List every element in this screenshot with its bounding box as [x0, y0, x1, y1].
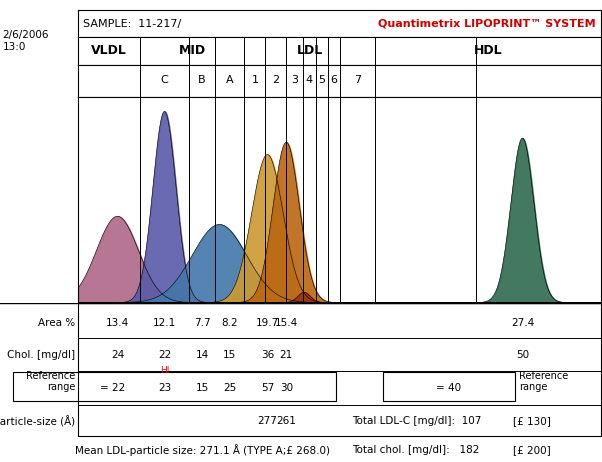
Text: 24: 24 — [111, 350, 124, 360]
Text: 50: 50 — [516, 350, 529, 360]
Text: Reference
range: Reference range — [26, 371, 75, 392]
Text: 22: 22 — [158, 350, 171, 360]
Text: 261: 261 — [276, 416, 296, 426]
Text: 12.1: 12.1 — [153, 318, 176, 328]
Text: 5: 5 — [318, 75, 325, 85]
Text: 25: 25 — [223, 383, 237, 393]
Bar — [13, 372, 336, 401]
Text: 1: 1 — [252, 75, 258, 85]
Text: 7.7: 7.7 — [194, 318, 211, 328]
Text: MID: MID — [179, 44, 206, 57]
Text: C: C — [161, 75, 169, 85]
Text: 57: 57 — [261, 383, 274, 393]
Text: 36: 36 — [261, 350, 274, 360]
Bar — [383, 372, 515, 401]
Text: Particle-size (Å): Particle-size (Å) — [0, 416, 75, 427]
Text: Chol. [mg/dl]: Chol. [mg/dl] — [7, 350, 75, 360]
Text: 30: 30 — [280, 383, 293, 393]
Text: 277: 277 — [258, 416, 278, 426]
Text: A: A — [226, 75, 234, 85]
Text: = 22: = 22 — [99, 383, 125, 393]
Text: 23: 23 — [158, 383, 171, 393]
Text: [£ 130]: [£ 130] — [513, 416, 551, 426]
Bar — [78, 303, 601, 436]
Text: 8.2: 8.2 — [222, 318, 238, 328]
Text: SAMPLE:  11-217/: SAMPLE: 11-217/ — [84, 18, 182, 29]
Text: 2: 2 — [272, 75, 279, 85]
Text: 21: 21 — [279, 350, 293, 360]
Text: Quantimetrix LIPOPRINT™ SYSTEM: Quantimetrix LIPOPRINT™ SYSTEM — [378, 18, 595, 29]
Text: 2/6/2006
13:0: 2/6/2006 13:0 — [2, 30, 49, 52]
Text: 14: 14 — [196, 350, 209, 360]
Text: HDL: HDL — [474, 44, 502, 57]
Text: 7: 7 — [354, 75, 361, 85]
Text: Mean LDL-particle size: 271.1 Å (TYPE A;£ 268.0): Mean LDL-particle size: 271.1 Å (TYPE A;… — [75, 444, 330, 456]
Text: 19.7: 19.7 — [256, 318, 279, 328]
Text: Reference
range: Reference range — [519, 371, 568, 392]
Text: Total chol. [mg/dl]:   182: Total chol. [mg/dl]: 182 — [352, 445, 480, 455]
Text: 6: 6 — [330, 75, 337, 85]
Text: = 40: = 40 — [436, 383, 461, 393]
Text: 4: 4 — [306, 75, 313, 85]
Text: [£ 200]: [£ 200] — [513, 445, 551, 455]
Text: LDL: LDL — [297, 44, 323, 57]
Text: Total LDL-C [mg/dl]:  107: Total LDL-C [mg/dl]: 107 — [352, 416, 482, 426]
Text: HI: HI — [160, 366, 169, 375]
Text: 15.4: 15.4 — [275, 318, 298, 328]
Text: 15: 15 — [196, 383, 209, 393]
Text: VLDL: VLDL — [91, 44, 127, 57]
Text: 3: 3 — [291, 75, 298, 85]
Text: 13.4: 13.4 — [106, 318, 129, 328]
Text: 27.4: 27.4 — [510, 318, 534, 328]
Text: Area %: Area % — [38, 318, 75, 328]
Text: 15: 15 — [223, 350, 237, 360]
Text: B: B — [198, 75, 206, 85]
